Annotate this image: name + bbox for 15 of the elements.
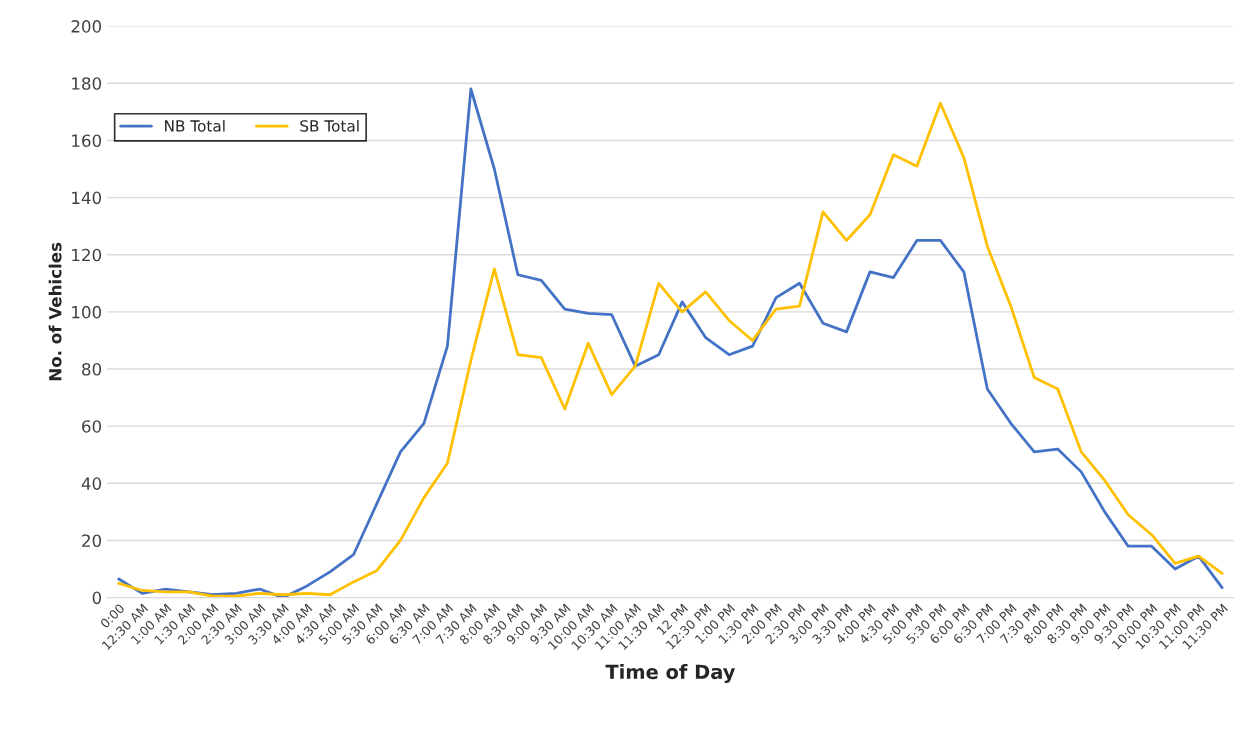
y-tick-label: 60: [82, 420, 102, 433]
y-axis-title: No. of Vehicles: [48, 242, 62, 381]
y-tick-label: 140: [72, 191, 102, 205]
y-tick-label: 80: [82, 362, 102, 376]
x-axis-title: Time of Day: [605, 664, 736, 684]
y-tick-label: 20: [82, 534, 102, 548]
y-tick-label: 160: [72, 134, 102, 148]
y-tick-label: 200: [71, 20, 102, 33]
y-tick-label: 100: [72, 305, 102, 319]
y-tick-label: 120: [72, 248, 102, 262]
legend-label: SB Total: [300, 119, 359, 132]
y-tick-label: 0: [92, 591, 102, 605]
legend-label: NB Total: [165, 119, 225, 132]
y-tick-label: 180: [72, 77, 102, 90]
y-tick-label: 40: [81, 477, 102, 490]
